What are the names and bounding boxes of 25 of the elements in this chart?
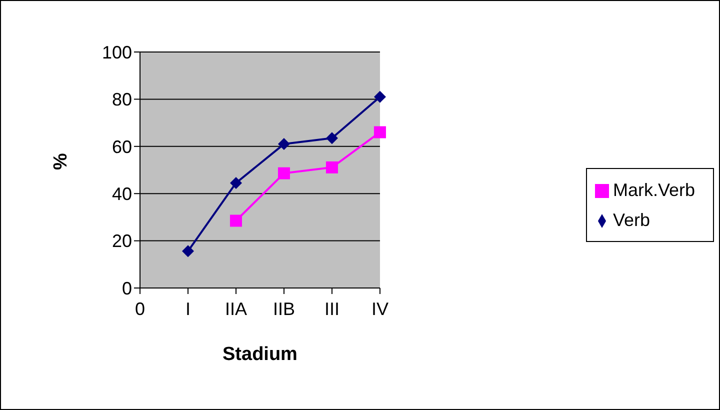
y-tick-label: 20 <box>112 231 132 252</box>
point <box>182 245 194 258</box>
y-tick-label: 80 <box>112 90 132 110</box>
x-tick-label: IV <box>371 298 388 319</box>
legend-label: Verb <box>612 210 650 230</box>
x-tick-label: III <box>324 298 340 319</box>
x-axis-title: Stadium <box>222 344 298 365</box>
point <box>230 176 242 189</box>
x-tick-label: 0 <box>134 298 146 319</box>
point <box>326 161 338 174</box>
y-tick-label: 60 <box>112 136 132 157</box>
point <box>278 167 290 180</box>
point <box>230 214 242 227</box>
point <box>374 90 386 103</box>
y-tick-label: 0 <box>122 278 132 298</box>
point <box>326 132 338 144</box>
y-axis-title: % <box>50 153 72 170</box>
x-tick-label: IIA <box>224 298 247 319</box>
y-tick-label: 100 <box>102 42 132 62</box>
point <box>278 138 290 150</box>
x-tick-label: I <box>185 298 190 319</box>
point <box>374 126 386 138</box>
x-tick-label: IIB <box>272 298 295 319</box>
y-tick-label: 40 <box>112 184 132 204</box>
legend-label: Mark.Verb <box>612 180 695 200</box>
